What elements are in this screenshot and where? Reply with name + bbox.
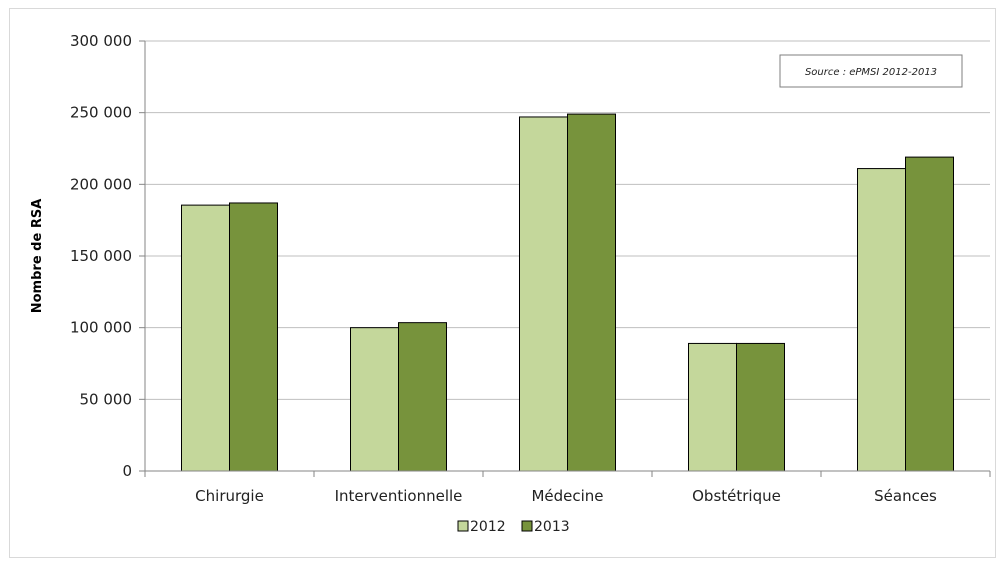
source-text: Source : ePMSI 2012-2013 bbox=[805, 67, 937, 78]
legend-label-2013: 2013 bbox=[534, 519, 570, 535]
legend-swatch-2012 bbox=[457, 520, 469, 532]
y-tick-label: 300 000 bbox=[70, 32, 132, 50]
source-box bbox=[779, 54, 963, 88]
bar-2012-3 bbox=[688, 342, 737, 472]
x-tick-labels: Chirurgie Interventionnelle Médecine Obstét… bbox=[195, 487, 937, 505]
y-tick-label: 0 bbox=[122, 462, 132, 480]
source-annotation: Source : ePMSI 2012-2013 bbox=[779, 54, 963, 88]
bar-2012-2 bbox=[519, 116, 568, 472]
y-tick-label: 150 000 bbox=[70, 247, 132, 265]
x-tick-label: Chirurgie bbox=[195, 487, 264, 505]
legend: 2012 2013 bbox=[457, 519, 570, 535]
y-tick-label: 100 000 bbox=[70, 319, 132, 337]
y-axis-label: Nombre de RSA bbox=[30, 199, 45, 314]
chart-frame bbox=[9, 8, 996, 558]
bar-2012-0 bbox=[181, 204, 230, 472]
y-tick-label: 250 000 bbox=[70, 104, 132, 122]
bar-2013-1 bbox=[398, 322, 447, 472]
bar-2013-4 bbox=[905, 156, 954, 472]
legend-label-2012: 2012 bbox=[470, 519, 506, 535]
x-tick-label: Médecine bbox=[531, 487, 603, 505]
axes bbox=[144, 41, 990, 472]
y-tick-label: 50 000 bbox=[80, 390, 133, 408]
bar-2012-4 bbox=[857, 168, 906, 472]
x-tick-label: Séances bbox=[874, 487, 937, 505]
legend-swatch-2013 bbox=[521, 520, 533, 532]
bars bbox=[181, 113, 954, 472]
x-tick-label: Obstétrique bbox=[692, 487, 781, 505]
bar-2013-2 bbox=[567, 113, 616, 472]
x-tick-label: Interventionnelle bbox=[335, 487, 463, 505]
bar-2013-3 bbox=[736, 342, 785, 472]
y-tick-labels: 0 50 000 100 000 150 000 200 000 250 000 300 0… bbox=[70, 32, 132, 480]
bar-2013-0 bbox=[229, 202, 278, 472]
y-tick-label: 200 000 bbox=[70, 175, 132, 193]
bar-2012-1 bbox=[350, 327, 399, 472]
